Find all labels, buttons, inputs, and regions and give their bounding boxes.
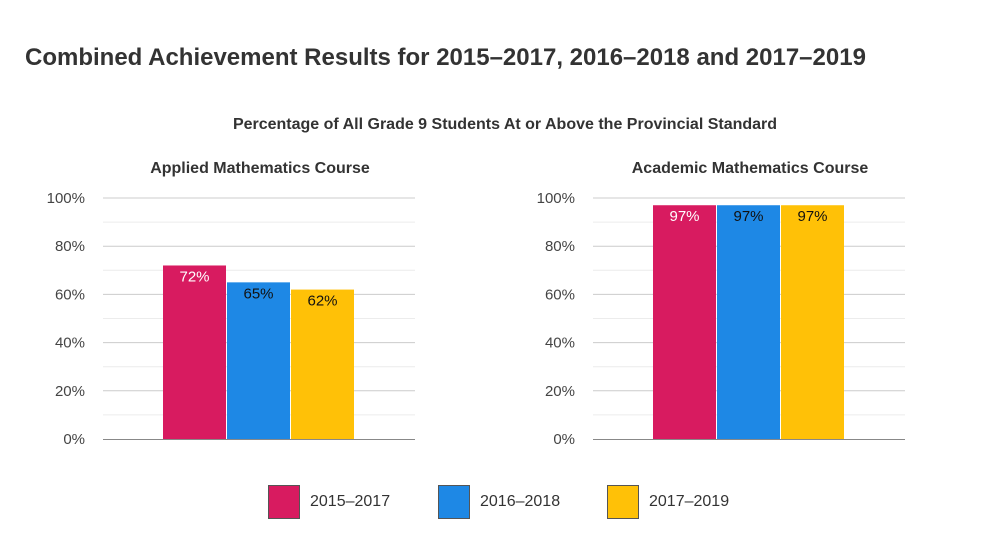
- data-label-2: 65%: [243, 285, 273, 302]
- data-label-1: 97%: [669, 208, 699, 225]
- y-tick-label: 40%: [55, 335, 85, 352]
- chart-1: Applied Mathematics Course 0% 20% 40% 60% 80%…: [47, 160, 415, 448]
- bar-2: [227, 282, 290, 439]
- legend-label-3: 2017–2019: [649, 493, 730, 510]
- y-tick-label: 100%: [47, 190, 85, 207]
- y-tick-label: 20%: [55, 383, 85, 400]
- chart-title-1: Applied Mathematics Course: [150, 160, 370, 177]
- legend-item-1[interactable]: 2015–2017: [268, 484, 390, 520]
- y-tick-label: 60%: [545, 286, 575, 303]
- y-tick-label: 20%: [545, 383, 575, 400]
- data-label-2: 97%: [733, 208, 763, 225]
- bar-1: [163, 265, 226, 439]
- bar-1: [653, 205, 716, 439]
- bar-2: [717, 205, 780, 439]
- y-tick-label: 60%: [55, 286, 85, 303]
- charts-area: Applied Mathematics Course 0% 20% 40% 60% 80%…: [47, 160, 905, 448]
- legend-item-2[interactable]: 2016–2018: [438, 484, 560, 520]
- y-tick-label: 0%: [553, 431, 575, 448]
- page-title: Combined Achievement Results for 2015–20…: [25, 44, 866, 71]
- chart-2: Academic Mathematics Course 0% 20% 40% 60% 80…: [537, 160, 905, 448]
- y-tick-label: 40%: [545, 335, 575, 352]
- legend-label-2: 2016–2018: [480, 493, 561, 510]
- bar-3: [291, 289, 354, 439]
- y-tick-label: 0%: [63, 431, 85, 448]
- legend-label-1: 2015–2017: [310, 493, 391, 510]
- data-label-1: 72%: [179, 268, 209, 285]
- data-label-3: 62%: [307, 293, 337, 310]
- chart-subtitle: Percentage of All Grade 9 Students At or…: [232, 116, 778, 133]
- y-tick-label: 80%: [55, 238, 85, 255]
- legend-swatch-3: [607, 485, 639, 519]
- legend: 2015–2017 2016–2018 2017–2019: [0, 484, 1000, 520]
- y-tick-label: 80%: [545, 238, 575, 255]
- bar-3: [781, 205, 844, 439]
- data-label-3: 97%: [797, 208, 827, 225]
- legend-item-3[interactable]: 2017–2019: [607, 484, 729, 520]
- chart-title-2: Academic Mathematics Course: [632, 160, 869, 177]
- legend-swatch-2: [438, 485, 470, 519]
- y-tick-label: 100%: [537, 190, 575, 207]
- legend-swatch-1: [268, 485, 300, 519]
